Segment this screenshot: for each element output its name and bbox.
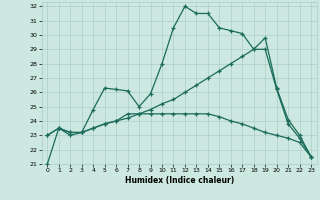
- X-axis label: Humidex (Indice chaleur): Humidex (Indice chaleur): [124, 176, 234, 185]
